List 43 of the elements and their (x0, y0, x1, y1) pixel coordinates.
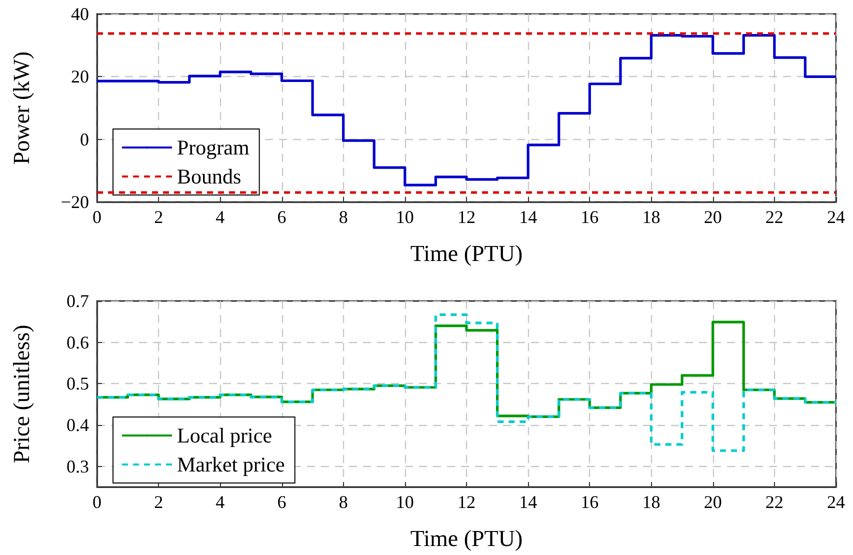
x-tick-label: 0 (92, 207, 102, 227)
x-tick-label: 24 (827, 207, 845, 227)
x-tick-label: 18 (642, 492, 660, 512)
y-tick-label: 0.7 (66, 291, 89, 311)
y-tick-label: 0.5 (66, 374, 89, 394)
y-tick-label: 0.4 (66, 415, 89, 435)
x-tick-label: 4 (216, 207, 225, 227)
x-tick-label: 10 (396, 492, 414, 512)
x-tick-label: 20 (704, 207, 722, 227)
x-tick-label: 16 (580, 207, 599, 227)
x-tick-label: 8 (338, 492, 348, 512)
x-tick-label: 22 (765, 492, 784, 512)
x-tick-label: 14 (519, 207, 538, 227)
x-tick-label: 24 (827, 492, 845, 512)
x-tick-label: 12 (458, 207, 476, 227)
x-tick-label: 6 (277, 492, 286, 512)
y-tick-label: 0 (80, 129, 89, 150)
x-tick-label: 14 (519, 492, 538, 512)
legend-label: Market price (177, 452, 285, 476)
legend-label: Bounds (177, 164, 242, 188)
y-tick-label: 0.6 (66, 332, 89, 352)
legend-label: Program (177, 136, 250, 160)
x-tick-label: 6 (277, 207, 286, 227)
x-tick-label: 22 (765, 207, 784, 227)
y-tick-label: 40 (71, 4, 89, 24)
y-axis-title: Power (kW) (9, 51, 34, 165)
x-axis-title: Time (PTU) (410, 526, 523, 551)
x-tick-label: 4 (216, 492, 225, 512)
x-tick-label: 10 (396, 207, 414, 227)
y-tick-label: 0.3 (66, 456, 89, 476)
y-tick-label: 20 (71, 66, 89, 87)
x-axis-title: Time (PTU) (410, 241, 523, 266)
x-tick-label: 16 (580, 492, 599, 512)
x-tick-label: 0 (92, 492, 102, 512)
x-tick-label: 12 (458, 492, 476, 512)
x-tick-label: 20 (704, 492, 722, 512)
x-tick-label: 18 (642, 207, 660, 227)
y-tick-label: −20 (60, 192, 89, 212)
y-axis-title: Price (unitless) (9, 324, 34, 464)
x-tick-label: 2 (154, 492, 164, 512)
x-tick-label: 2 (154, 207, 164, 227)
legend-label: Local price (177, 424, 272, 448)
x-tick-label: 8 (338, 207, 348, 227)
